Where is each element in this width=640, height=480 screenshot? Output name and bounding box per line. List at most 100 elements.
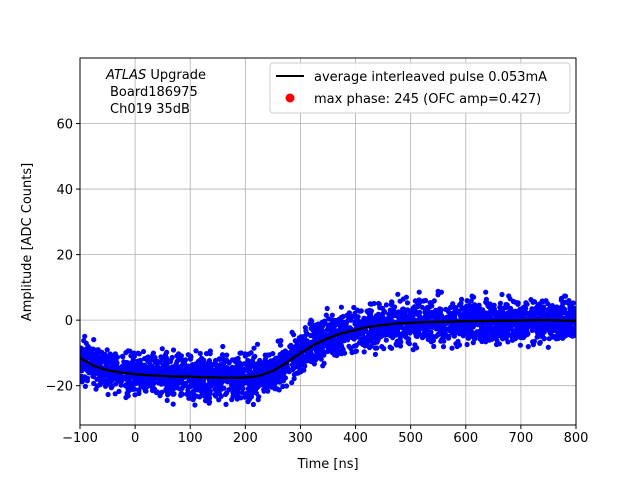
sample-point	[145, 354, 151, 360]
sample-point	[192, 402, 198, 408]
sample-point	[102, 358, 108, 364]
average-pulse-point	[346, 330, 350, 334]
sample-point	[304, 354, 310, 360]
sample-point	[383, 337, 389, 343]
sample-point	[365, 309, 371, 315]
sample-point	[415, 312, 421, 318]
sample-point	[175, 357, 181, 363]
average-pulse-point	[148, 373, 151, 377]
average-pulse-point	[200, 375, 204, 379]
x-tick-label: 400	[343, 431, 368, 446]
sample-point	[123, 350, 129, 356]
sample-point	[487, 315, 493, 322]
sample-point	[132, 392, 138, 398]
sample-point	[383, 302, 389, 308]
sample-point	[162, 353, 168, 359]
sample-point	[95, 349, 101, 355]
sample-point	[404, 300, 411, 306]
average-pulse-point	[171, 374, 175, 378]
average-pulse-point	[101, 367, 105, 371]
sample-point	[468, 305, 474, 311]
sample-point	[395, 291, 401, 297]
sample-point	[500, 336, 506, 342]
sample-point	[570, 326, 576, 332]
sample-point	[468, 298, 474, 304]
average-pulse-point	[257, 374, 260, 378]
sample-point	[118, 378, 124, 385]
average-pulse-point	[382, 323, 386, 327]
sample-point	[473, 309, 479, 316]
sample-point	[238, 350, 244, 356]
average-pulse-point	[372, 324, 376, 328]
sample-point	[182, 369, 188, 375]
average-pulse-point	[154, 374, 158, 377]
sample-point	[495, 314, 501, 320]
sample-point	[249, 378, 255, 384]
sample-point	[427, 314, 433, 320]
sample-point	[545, 344, 551, 350]
sample-point	[530, 311, 537, 317]
sample-point	[90, 373, 96, 379]
average-pulse-point	[121, 371, 125, 375]
legend-dot-swatch	[285, 93, 295, 103]
sample-point	[331, 352, 338, 358]
sample-point	[537, 301, 543, 307]
sample-point	[224, 352, 230, 358]
average-pulse-point	[551, 318, 555, 322]
sample-point	[282, 375, 288, 381]
sample-point	[182, 382, 189, 389]
sample-point	[402, 333, 408, 339]
sample-point	[340, 337, 346, 343]
sample-point	[199, 361, 205, 367]
average-pulse-point	[161, 374, 165, 378]
average-pulse-point	[538, 318, 541, 322]
sample-point	[327, 325, 333, 331]
sample-point	[523, 300, 529, 306]
sample-point	[400, 296, 406, 302]
sample-point	[399, 311, 405, 317]
sample-point	[135, 350, 141, 356]
legend-frame	[269, 62, 571, 114]
sample-point	[189, 362, 196, 368]
sample-point	[209, 380, 215, 386]
sample-point	[129, 359, 135, 365]
sample-point	[285, 354, 291, 360]
sample-point	[86, 365, 92, 372]
sample-point	[139, 382, 145, 388]
sample-point	[262, 352, 268, 358]
sample-point	[292, 338, 298, 344]
sample-point	[153, 389, 159, 396]
sample-point	[557, 332, 563, 338]
sample-point	[552, 326, 558, 332]
sample-point	[116, 388, 122, 394]
sample-point	[537, 325, 544, 331]
sample-point	[165, 380, 171, 386]
sample-point	[340, 326, 346, 332]
average-pulse-point	[561, 319, 565, 322]
sample-point	[490, 303, 496, 309]
sample-point	[91, 337, 97, 343]
sample-point	[541, 304, 547, 310]
average-pulse-point	[323, 338, 327, 342]
sample-point	[213, 378, 219, 384]
sample-point	[203, 351, 210, 357]
sample-point	[541, 335, 548, 342]
sample-point	[257, 361, 263, 367]
sample-point	[299, 342, 305, 349]
sample-point	[203, 394, 209, 400]
average-pulse-point	[138, 373, 141, 376]
average-pulse-point	[359, 327, 363, 331]
sample-point	[525, 344, 531, 350]
sample-point	[310, 339, 316, 345]
average-pulse-point	[541, 318, 545, 322]
sample-point	[484, 299, 490, 305]
average-pulse-point	[151, 374, 155, 377]
sample-point	[245, 386, 251, 392]
average-pulse-point	[554, 318, 558, 322]
sample-point	[154, 368, 160, 374]
average-pulse-point	[144, 373, 148, 377]
sample-point	[140, 348, 147, 355]
sample-point	[427, 304, 433, 310]
sample-point	[218, 393, 224, 399]
average-pulse-point	[300, 350, 303, 354]
